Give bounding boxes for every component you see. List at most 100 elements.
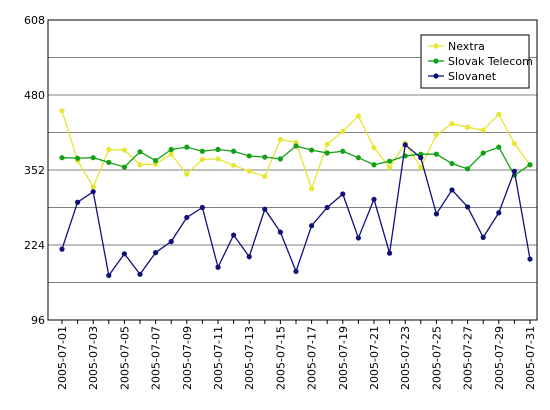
data-point-slovak-telecom: [262, 154, 268, 160]
data-point-slovak-telecom: [106, 159, 112, 165]
x-tick-label: 2005-07-07: [150, 326, 163, 390]
data-point-nextra: [324, 141, 330, 147]
data-point-slovanet: [433, 211, 439, 217]
data-point-slovanet: [262, 206, 268, 212]
x-tick-label: 2005-07-15: [274, 326, 287, 390]
x-tick-label: 2005-07-09: [181, 326, 194, 390]
legend-marker-nextra: [433, 43, 439, 49]
data-point-slovanet: [277, 229, 283, 235]
data-point-nextra: [496, 111, 502, 117]
data-point-slovak-telecom: [480, 150, 486, 156]
legend-label-nextra: Nextra: [448, 40, 485, 53]
x-tick-label: 2005-07-27: [462, 326, 475, 390]
data-point-slovak-telecom: [137, 149, 143, 155]
data-point-nextra: [387, 165, 393, 171]
data-point-nextra: [277, 136, 283, 143]
y-tick-label: 96: [31, 314, 45, 327]
data-point-nextra: [511, 141, 517, 147]
data-point-slovanet: [153, 250, 159, 256]
data-point-nextra: [137, 162, 143, 168]
data-point-nextra: [231, 162, 237, 168]
series-line-slovak-telecom: [61, 145, 531, 177]
data-point-slovak-telecom: [277, 156, 283, 162]
data-point-slovanet: [59, 246, 65, 252]
x-tick-label: 2005-07-23: [399, 326, 412, 390]
legend-marker-slovanet: [433, 73, 439, 79]
data-point-slovak-telecom: [59, 155, 65, 161]
data-point-slovak-telecom: [371, 162, 377, 168]
x-axis: 2005-07-01 2005-07-03 2005-07-05 2005-07-07…: [56, 320, 537, 390]
data-point-slovanet: [246, 254, 252, 260]
grid: [48, 57, 537, 283]
data-point-slovanet: [199, 204, 205, 211]
data-point-nextra: [168, 151, 174, 157]
legend-label-slovanet: Slovanet: [448, 70, 497, 83]
data-point-slovanet: [402, 142, 408, 148]
y-axis: 96 224 352 480 608: [24, 14, 45, 327]
data-point-slovanet: [215, 264, 221, 270]
data-point-nextra: [418, 165, 424, 171]
data-point-slovanet: [309, 223, 315, 229]
data-point-slovak-telecom: [215, 146, 221, 153]
data-point-slovak-telecom: [75, 155, 81, 161]
data-point-nextra: [309, 186, 315, 192]
data-point-nextra: [106, 146, 112, 153]
data-point-slovak-telecom: [465, 166, 471, 172]
data-point-slovak-telecom: [153, 158, 159, 164]
series-layer: [59, 108, 533, 279]
y-tick-label: 352: [24, 164, 45, 177]
x-tick-label: 2005-07-25: [430, 326, 443, 390]
data-point-slovak-telecom: [309, 147, 315, 153]
legend: Nextra Slovak Telecom Slovanet: [420, 34, 533, 89]
data-point-slovak-telecom: [527, 162, 533, 168]
data-point-slovak-telecom: [449, 160, 455, 167]
data-point-slovanet: [106, 272, 112, 279]
data-point-nextra: [199, 156, 205, 163]
data-point-nextra: [121, 147, 127, 153]
legend-label-slovak-telecom: Slovak Telecom: [448, 55, 533, 68]
data-point-nextra: [262, 173, 268, 180]
data-point-nextra: [449, 121, 455, 127]
data-point-slovanet: [355, 235, 361, 241]
data-point-slovak-telecom: [168, 146, 174, 153]
data-point-slovanet: [527, 256, 533, 262]
data-point-slovanet: [184, 214, 190, 221]
data-point-slovak-telecom: [199, 148, 205, 154]
series-slovak-telecom: [59, 143, 533, 178]
legend-marker-slovak-telecom: [433, 58, 439, 64]
data-point-slovanet: [137, 271, 143, 277]
data-point-slovak-telecom: [496, 144, 502, 150]
data-point-slovak-telecom: [293, 143, 299, 149]
data-point-slovanet: [465, 204, 471, 210]
data-point-slovanet: [293, 268, 299, 274]
x-tick-label: 2005-07-31: [524, 326, 537, 390]
x-tick-label: 2005-07-03: [87, 326, 100, 390]
data-point-slovak-telecom: [90, 155, 96, 161]
y-tick-label: 608: [24, 14, 45, 27]
data-point-slovanet: [340, 191, 346, 197]
series-line-slovanet: [61, 143, 531, 278]
data-point-slovak-telecom: [246, 153, 252, 159]
series-nextra: [59, 108, 533, 192]
data-point-nextra: [184, 171, 190, 177]
x-tick-label: 2005-07-05: [118, 326, 131, 390]
data-point-slovanet: [75, 199, 81, 205]
data-point-slovanet: [496, 210, 502, 216]
data-point-nextra: [215, 156, 221, 162]
data-point-slovak-telecom: [121, 164, 127, 170]
data-point-nextra: [371, 145, 377, 151]
data-point-slovanet: [168, 238, 174, 245]
x-tick-label: 2005-07-13: [243, 326, 256, 390]
plot-frame: [47, 19, 538, 321]
data-point-nextra: [465, 124, 471, 130]
data-point-slovanet: [371, 196, 377, 202]
data-point-nextra: [246, 168, 252, 174]
data-point-slovanet: [418, 155, 424, 161]
data-point-slovanet: [121, 251, 127, 257]
data-point-slovanet: [231, 232, 237, 238]
data-point-nextra: [90, 184, 96, 190]
data-point-nextra: [355, 113, 361, 119]
y-tick-label: 224: [24, 239, 45, 252]
data-point-slovanet: [387, 250, 393, 256]
data-point-slovak-telecom: [387, 158, 393, 164]
